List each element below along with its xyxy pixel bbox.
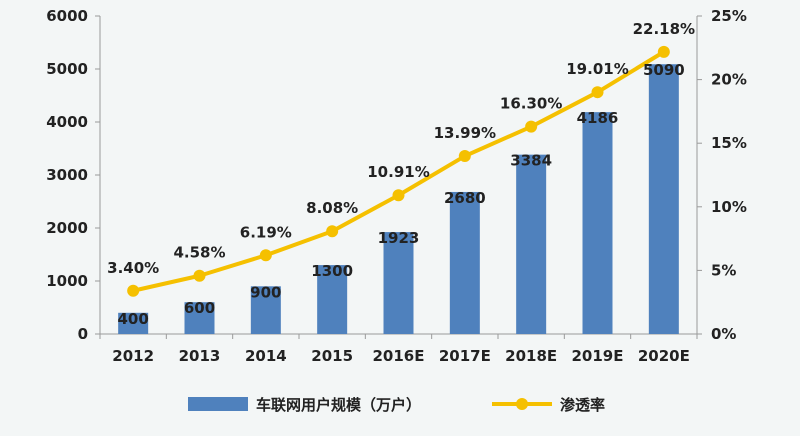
line-value-label: 6.19%: [240, 223, 292, 241]
line-point: [458, 150, 471, 163]
y-right-tick-label: 15%: [711, 134, 747, 152]
bar: [250, 286, 281, 334]
line-value-label: 3.40%: [107, 259, 159, 277]
x-tick-label: 2013: [179, 347, 221, 365]
x-tick-label: 2020E: [638, 347, 690, 365]
x-tick-label: 2012: [112, 347, 154, 365]
line-point: [591, 86, 604, 99]
bar-value-label: 400: [118, 310, 149, 328]
bar: [118, 312, 149, 334]
data-labels: 400 600 900 1300 1923 2680 3384 4186 5090 3.40% 4.…: [107, 20, 695, 328]
y-right-tick-label: 25%: [711, 7, 747, 25]
y-left-tick-label: 4000: [46, 113, 88, 131]
bar: [648, 64, 679, 334]
bar-value-label: 2680: [444, 189, 486, 207]
x-tick-label: 2017E: [439, 347, 491, 365]
y-left-tick-label: 3000: [46, 166, 88, 184]
legend-label-line: 渗透率: [560, 396, 605, 414]
line-point: [525, 120, 538, 133]
bar: [516, 154, 547, 334]
bar-value-label: 600: [184, 299, 215, 317]
bar: [582, 112, 613, 334]
line-point: [259, 249, 272, 262]
line-value-label: 8.08%: [306, 199, 358, 217]
x-tick-label: 2018E: [505, 347, 557, 365]
line-value-label: 10.91%: [367, 163, 429, 181]
line-point: [326, 225, 339, 238]
y-left-tick-label: 1000: [46, 272, 88, 290]
line-point: [392, 189, 405, 202]
x-tick-label: 2016E: [373, 347, 425, 365]
line-value-label: 22.18%: [633, 20, 695, 38]
line-value-label: 16.30%: [500, 95, 562, 113]
bar-value-label: 1300: [311, 262, 353, 280]
x-tick-label: 2019E: [572, 347, 624, 365]
y-left-tick-label: 0: [78, 325, 88, 343]
line-point: [657, 45, 670, 58]
line-value-label: 13.99%: [434, 124, 496, 142]
bar-value-label: 4186: [577, 109, 619, 127]
y-right-tick-label: 10%: [711, 198, 747, 216]
line-value-label: 19.01%: [566, 60, 628, 78]
y-right-tick-label: 0%: [711, 325, 736, 343]
bar: [184, 302, 215, 334]
y-left-tick-label: 5000: [46, 60, 88, 78]
bar-series: [118, 64, 679, 334]
line-point: [127, 284, 140, 297]
bar: [449, 191, 480, 334]
line-series: [127, 45, 670, 297]
legend-label-bar: 车联网用户规模（万户）: [256, 396, 421, 414]
bar-value-label: 900: [250, 283, 281, 301]
x-tick-label: 2015: [311, 347, 353, 365]
bar: [383, 232, 414, 334]
bar-value-label: 5090: [643, 61, 685, 79]
bar-value-label: 3384: [510, 152, 552, 170]
line-value-label: 4.58%: [173, 244, 225, 262]
y-left-tick-label: 2000: [46, 219, 88, 237]
y-right-tick-label: 20%: [711, 71, 747, 89]
legend-swatch-bar: [188, 397, 248, 411]
y-right-tick-label: 5%: [711, 261, 736, 279]
x-tick-label: 2014: [245, 347, 287, 365]
legend-swatch-marker: [516, 398, 528, 410]
legend: 车联网用户规模（万户） 渗透率: [188, 396, 605, 414]
y-left-tick-label: 6000: [46, 7, 88, 25]
axes: 0 1000 2000 3000 4000 5000 6000 0% 5% 10% 15% 20% 25…: [46, 7, 747, 365]
bar-value-label: 1923: [378, 229, 420, 247]
line-point: [193, 269, 206, 282]
bar: [317, 265, 348, 334]
